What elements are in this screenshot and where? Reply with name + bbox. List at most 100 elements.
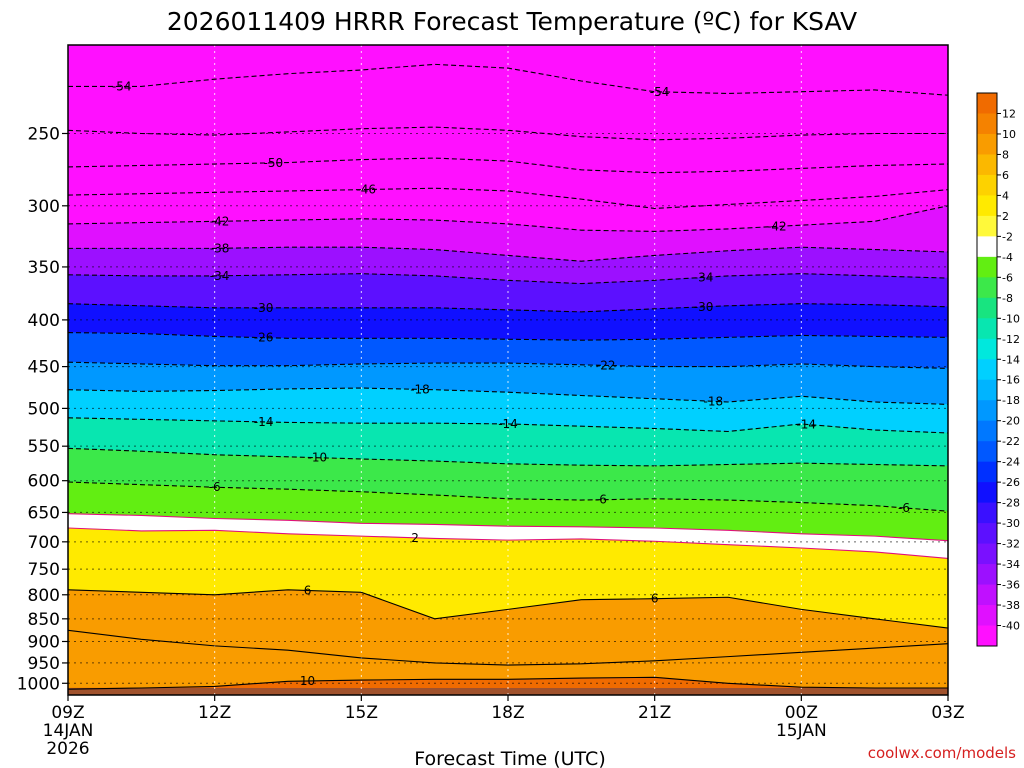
- isotherm-label: -26: [254, 331, 274, 345]
- isotherm-label: -6: [209, 480, 221, 494]
- isotherm-label: -10: [308, 451, 328, 465]
- pressure-tick-label: 600: [28, 472, 60, 492]
- colorbar-swatch: [977, 195, 997, 217]
- isotherm-label: -42: [210, 214, 230, 228]
- temperature-field: [68, 45, 948, 695]
- colorbar-label: -20: [1002, 415, 1020, 428]
- time-tick-label: 18Z: [491, 703, 524, 723]
- colorbar-swatch: [977, 133, 997, 155]
- isotherm-label: -54: [112, 79, 132, 93]
- time-tick-sublabel: 15JAN: [776, 721, 827, 741]
- isotherm-labels: -54 -54 -50 -46 -42 -42 -38 -34 -34 -30 -30 -26 -22 -…: [112, 79, 910, 688]
- isotherm-label: -6: [595, 493, 607, 507]
- chart-title: 2026011409 HRRR Forecast Temperature (ºC…: [167, 7, 857, 36]
- colorbar-label: -30: [1002, 517, 1020, 530]
- pressure-tick-label: 950: [28, 654, 60, 674]
- colorbar-swatch: [977, 113, 997, 135]
- time-tick-label: 21Z: [638, 703, 671, 723]
- colorbar-label: 8: [1002, 148, 1009, 161]
- pressure-tick-label: 850: [28, 610, 60, 630]
- pressure-tick-label: 800: [28, 586, 60, 606]
- time-tick-label: 03Z: [931, 703, 964, 723]
- isotherm-line: [68, 157, 948, 174]
- isotherm-label: -46: [356, 183, 376, 197]
- colorbar-swatch: [977, 584, 997, 606]
- time-tick-sublabel: 2026: [46, 739, 89, 759]
- isotherm-label: -14: [498, 417, 518, 431]
- ground-surface: [68, 688, 948, 695]
- pressure-tick-label: 350: [28, 258, 60, 278]
- colorbar-label: -16: [1002, 374, 1020, 387]
- isotherm-label: -6: [898, 501, 910, 515]
- pressure-tick-label: 700: [28, 533, 60, 553]
- isotherm-line: [68, 273, 948, 285]
- time-tick-label: 15Z: [345, 703, 378, 723]
- time-tick-sublabel: 14JAN: [43, 721, 94, 741]
- colorbar: 12 10 8 6 4 2 -2 -4 -6 -8 -10 -12 -14 -16 -18 -20 -22 -24…: [976, 92, 1020, 647]
- colorbar-swatch: [977, 154, 997, 176]
- colorbar-swatch: [977, 441, 997, 463]
- colorbar-swatch: [977, 625, 997, 647]
- colorbar-swatch: [977, 543, 997, 565]
- colorbar-swatch: [977, 461, 997, 483]
- colorbar-label: -22: [1002, 435, 1020, 448]
- pressure-tick-label: 300: [28, 197, 60, 217]
- x-axis-title: Forecast Time (UTC): [414, 748, 605, 768]
- time-tick-label: 00Z: [785, 703, 818, 723]
- colorbar-frame: [976, 92, 998, 647]
- pressure-tick-label: 1000: [17, 674, 60, 694]
- isotherm-line: [68, 527, 948, 560]
- colorbar-label: -34: [1002, 558, 1020, 571]
- colorbar-swatch: [977, 420, 997, 442]
- colorbar-label: -12: [1002, 333, 1020, 346]
- colorbar-swatch: [977, 318, 997, 340]
- isotherm-line: [68, 387, 948, 405]
- isotherm-label: -54: [650, 85, 670, 99]
- isotherm-line: [68, 629, 948, 666]
- isotherm-label: -34: [694, 270, 714, 284]
- isotherm-line: [68, 303, 948, 313]
- pressure-tick-label: 750: [28, 560, 60, 580]
- isotherm-line: [68, 676, 948, 690]
- isotherm-label: -18: [704, 394, 724, 408]
- colorbar-label: -38: [1002, 599, 1020, 612]
- colorbar-swatch: [977, 215, 997, 237]
- colorbar-swatch: [977, 564, 997, 586]
- pressure-tick-label: 550: [28, 437, 60, 457]
- colorbar-swatch: [977, 236, 997, 258]
- pressure-tick-label: 400: [28, 311, 60, 331]
- isotherm-label: -30: [694, 300, 714, 314]
- isotherm-label: -14: [796, 417, 816, 431]
- isotherm-label: 2: [411, 531, 419, 545]
- isotherm-line: [68, 246, 948, 262]
- colorbar-label: -4: [1002, 251, 1013, 264]
- colorbar-label: -40: [1002, 620, 1020, 633]
- colorbar-swatch: [977, 256, 997, 278]
- isotherm-contours: [68, 63, 948, 690]
- colorbar-label: -24: [1002, 456, 1020, 469]
- colorbar-swatch: [977, 523, 997, 545]
- colorbar-swatch: [977, 379, 997, 401]
- time-tick-label: 12Z: [198, 703, 231, 723]
- colorbar-swatch: [977, 605, 997, 627]
- isotherm-label: -34: [210, 269, 230, 283]
- colorbar-label: 12: [1002, 107, 1016, 120]
- colorbar-swatch: [977, 174, 997, 196]
- isotherm-label: -22: [596, 358, 616, 372]
- colorbar-swatch: [977, 400, 997, 422]
- colorbar-label: -18: [1002, 394, 1020, 407]
- colorbar-label: 10: [1002, 128, 1016, 141]
- isotherm-label: -38: [210, 241, 230, 255]
- colorbar-swatch: [977, 359, 997, 381]
- colorbar-label: -36: [1002, 579, 1020, 592]
- isotherm-label: -42: [767, 219, 787, 233]
- colorbar-label: -14: [1002, 353, 1020, 366]
- colorbar-swatch: [977, 482, 997, 504]
- isotherm-label: -30: [254, 301, 274, 315]
- isotherm-line: [68, 63, 948, 96]
- credit-text: coolwx.com/models: [868, 744, 1016, 762]
- isotherm-label: -14: [254, 415, 274, 429]
- isotherm-line: [68, 205, 948, 232]
